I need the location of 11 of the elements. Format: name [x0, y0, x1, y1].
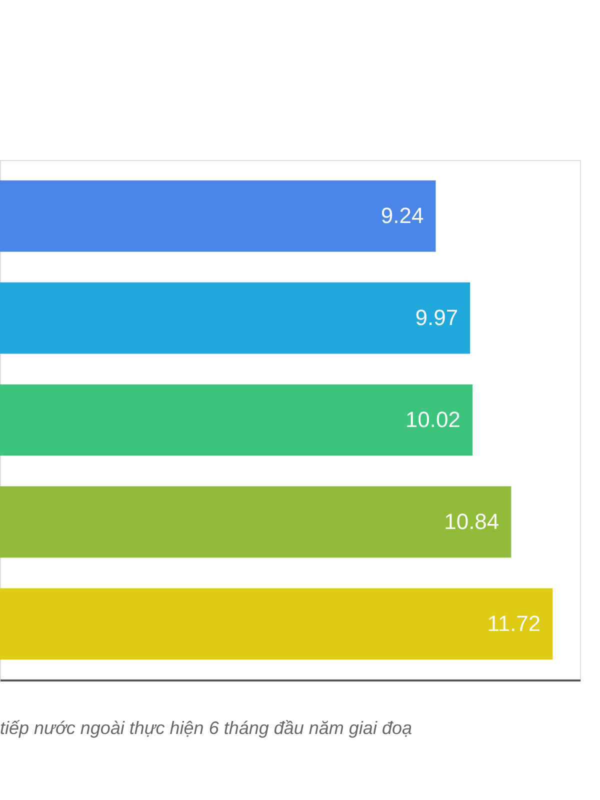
data-label: 10.84: [444, 508, 500, 534]
data-label: 11.72: [487, 610, 541, 636]
bar: [0, 486, 512, 558]
bar: [0, 588, 553, 660]
data-label: 9.24: [380, 203, 424, 228]
data-label: 9.97: [415, 305, 458, 330]
text: tiếp nước ngoài thực hiện 6 tháng đầu năm giai đoạ: [0, 718, 412, 738]
data-label: 10.02: [405, 407, 460, 432]
bar: [0, 180, 436, 252]
bar: [0, 282, 470, 354]
bar: [0, 384, 472, 456]
